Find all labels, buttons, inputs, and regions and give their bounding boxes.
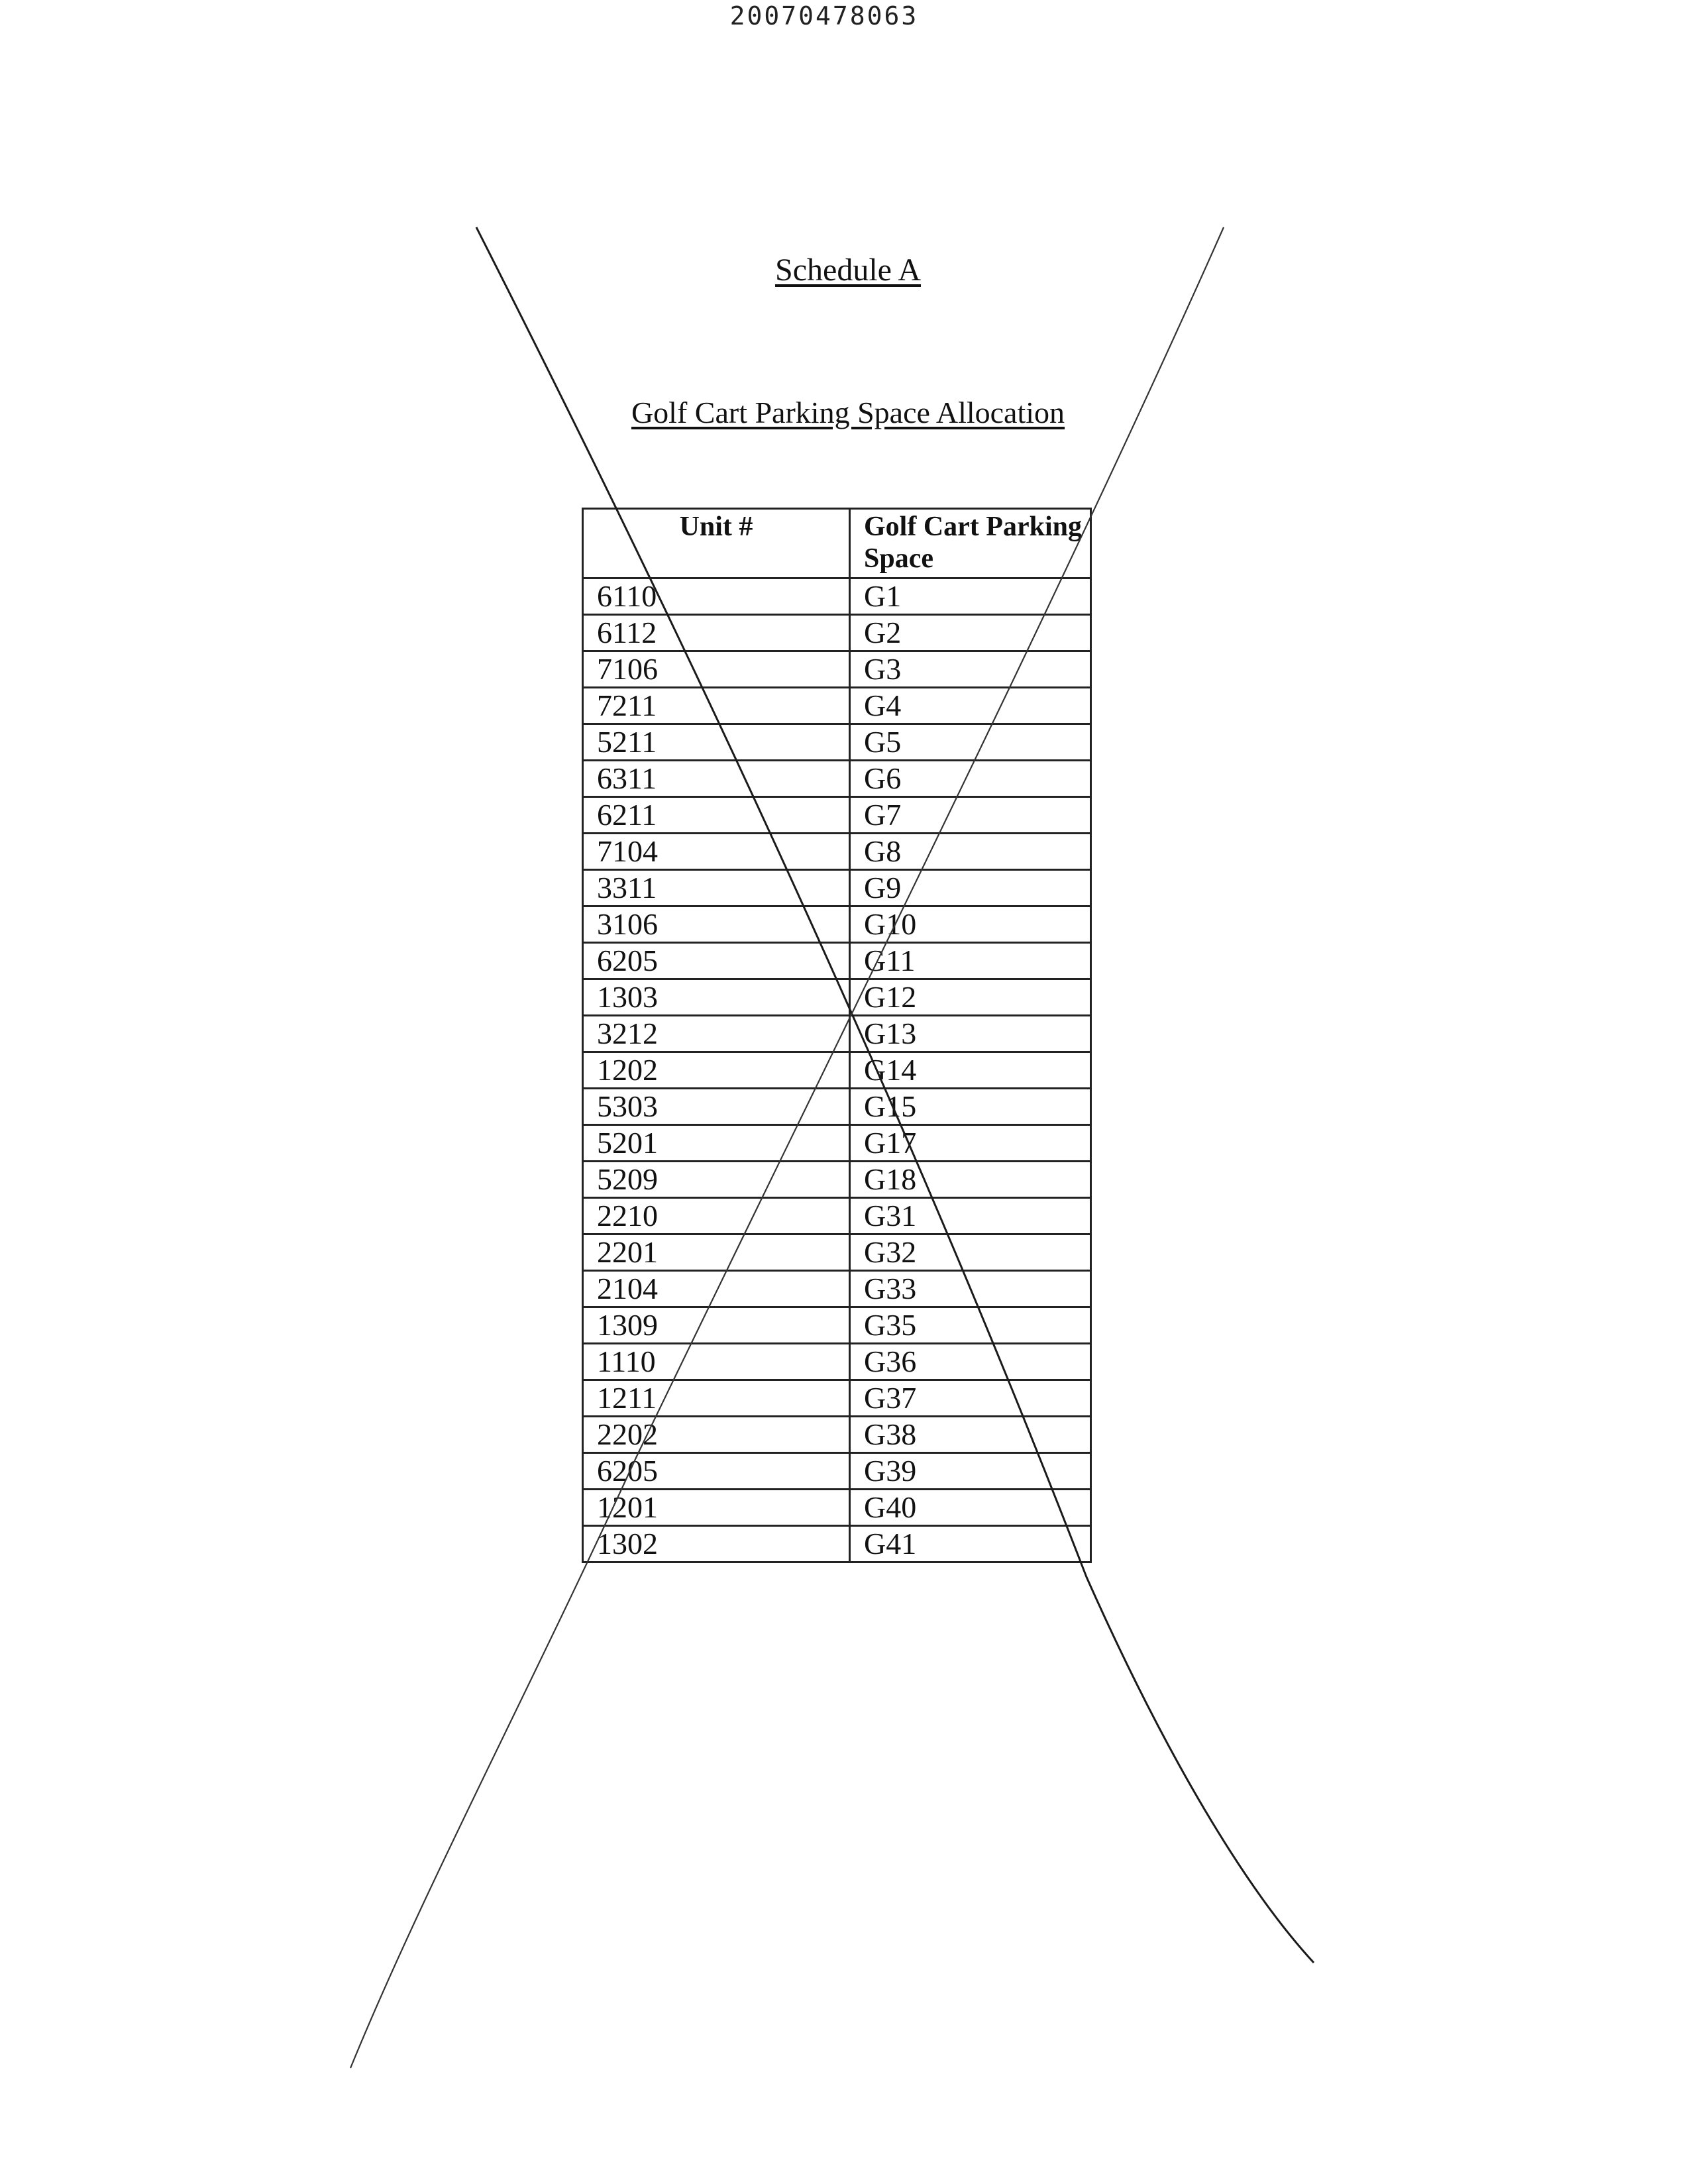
table-row: 1302 G41	[582, 1525, 1092, 1563]
unit-cell: 2210	[582, 1197, 851, 1235]
parking-space-cell: G2	[849, 614, 1092, 652]
unit-cell: 1302	[582, 1525, 851, 1563]
unit-cell: 6205	[582, 942, 851, 980]
unit-cell: 2104	[582, 1270, 851, 1308]
table-row: 5211 G5	[582, 723, 1092, 761]
table-row: 1201 G40	[582, 1488, 1092, 1527]
header-unit: Unit #	[582, 508, 851, 579]
unit-cell: 1303	[582, 978, 851, 1016]
unit-cell: 5211	[582, 723, 851, 761]
table-row: 1110 G36	[582, 1342, 1092, 1381]
unit-cell: 1110	[582, 1342, 851, 1381]
parking-space-cell: G37	[849, 1379, 1092, 1417]
unit-cell: 7104	[582, 832, 851, 871]
unit-cell: 6311	[582, 759, 851, 798]
parking-space-cell: G4	[849, 686, 1092, 725]
table-row: 2202 G38	[582, 1415, 1092, 1454]
parking-space-cell: G10	[849, 905, 1092, 944]
unit-cell: 6112	[582, 614, 851, 652]
table-row: 6205 G11	[582, 942, 1092, 980]
parking-space-cell: G6	[849, 759, 1092, 798]
unit-cell: 2201	[582, 1233, 851, 1272]
unit-cell: 3212	[582, 1014, 851, 1053]
parking-space-cell: G32	[849, 1233, 1092, 1272]
unit-cell: 6110	[582, 577, 851, 616]
parking-space-cell: G36	[849, 1342, 1092, 1381]
unit-cell: 5201	[582, 1124, 851, 1162]
table-row: 6112 G2	[582, 614, 1092, 652]
parking-space-cell: G14	[849, 1051, 1092, 1089]
page-title: Schedule A	[775, 252, 921, 288]
parking-space-cell: G12	[849, 978, 1092, 1016]
table-row: 5209 G18	[582, 1160, 1092, 1199]
table-row: 3106 G10	[582, 905, 1092, 944]
unit-cell: 7106	[582, 650, 851, 688]
parking-space-cell: G31	[849, 1197, 1092, 1235]
parking-space-cell: G17	[849, 1124, 1092, 1162]
unit-cell: 1201	[582, 1488, 851, 1527]
parking-space-cell: G5	[849, 723, 1092, 761]
table-row: 1309 G35	[582, 1306, 1092, 1344]
parking-space-cell: G8	[849, 832, 1092, 871]
page-subtitle: Golf Cart Parking Space Allocation	[631, 396, 1065, 429]
unit-cell: 5303	[582, 1087, 851, 1126]
parking-space-cell: G7	[849, 796, 1092, 834]
table-row: 7104 G8	[582, 832, 1092, 871]
parking-space-cell: G41	[849, 1525, 1092, 1563]
table-row: 6110 G1	[582, 577, 1092, 616]
parking-space-cell: G40	[849, 1488, 1092, 1527]
table-row: 1202 G14	[582, 1051, 1092, 1089]
table-row: 6211 G7	[582, 796, 1092, 834]
unit-cell: 1309	[582, 1306, 851, 1344]
table-row: 5201 G17	[582, 1124, 1092, 1162]
table-row: 2201 G32	[582, 1233, 1092, 1272]
table-row: 7211 G4	[582, 686, 1092, 725]
unit-cell: 1211	[582, 1379, 851, 1417]
parking-space-cell: G39	[849, 1452, 1092, 1490]
parking-space-cell: G9	[849, 869, 1092, 907]
unit-cell: 1202	[582, 1051, 851, 1089]
parking-space-cell: G33	[849, 1270, 1092, 1308]
unit-cell: 7211	[582, 686, 851, 725]
table-row: 3311 G9	[582, 869, 1092, 907]
document-number: 20070478063	[729, 1, 919, 30]
unit-cell: 3106	[582, 905, 851, 944]
table-row: 7106 G3	[582, 650, 1092, 688]
unit-cell: 6211	[582, 796, 851, 834]
table-row: 3212 G13	[582, 1014, 1092, 1053]
parking-space-cell: G15	[849, 1087, 1092, 1126]
parking-space-cell: G3	[849, 650, 1092, 688]
unit-cell: 5209	[582, 1160, 851, 1199]
table-row: 5303 G15	[582, 1087, 1092, 1126]
parking-space-cell: G18	[849, 1160, 1092, 1199]
parking-space-cell: G1	[849, 577, 1092, 616]
unit-cell: 6205	[582, 1452, 851, 1490]
header-parking-space: Golf Cart Parking Space	[849, 508, 1092, 579]
parking-space-cell: G35	[849, 1306, 1092, 1344]
table-row: 6205 G39	[582, 1452, 1092, 1490]
parking-space-cell: G13	[849, 1014, 1092, 1053]
parking-space-cell: G38	[849, 1415, 1092, 1454]
allocation-table: Unit # Golf Cart Parking Space 6110 G1 611…	[582, 508, 1092, 1563]
table-row: 6311 G6	[582, 759, 1092, 798]
table-row: 2210 G31	[582, 1197, 1092, 1235]
table-row: 1303 G12	[582, 978, 1092, 1016]
table-row: 1211 G37	[582, 1379, 1092, 1417]
table-header-row: Unit # Golf Cart Parking Space	[582, 508, 1092, 579]
unit-cell: 2202	[582, 1415, 851, 1454]
parking-space-cell: G11	[849, 942, 1092, 980]
table-row: 2104 G33	[582, 1270, 1092, 1308]
unit-cell: 3311	[582, 869, 851, 907]
